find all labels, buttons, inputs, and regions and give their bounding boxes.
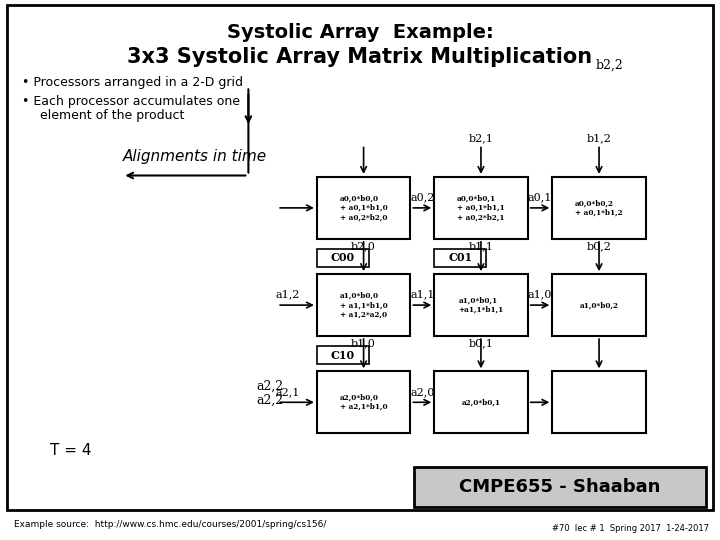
Text: a2,0: a2,0 xyxy=(410,387,434,397)
Bar xyxy=(414,467,706,507)
Text: a1,0*b0,2: a1,0*b0,2 xyxy=(580,301,618,309)
Text: a2,0*b0,1: a2,0*b0,1 xyxy=(462,399,500,406)
Bar xyxy=(552,177,646,239)
Text: a0,0*b0,2
+ a0,1*b1,2: a0,0*b0,2 + a0,1*b1,2 xyxy=(575,199,623,217)
Bar xyxy=(552,274,646,336)
Text: • Each processor accumulates one: • Each processor accumulates one xyxy=(22,95,240,108)
Text: a1,2: a1,2 xyxy=(276,289,300,300)
Text: a2,2: a2,2 xyxy=(256,380,284,393)
Text: b1,1: b1,1 xyxy=(469,241,493,251)
Text: b0,2: b0,2 xyxy=(587,241,611,251)
Bar xyxy=(317,248,369,267)
Text: Systolic Array  Example:: Systolic Array Example: xyxy=(227,23,493,42)
Text: 3x3 Systolic Array Matrix Multiplication: 3x3 Systolic Array Matrix Multiplication xyxy=(127,46,593,67)
Text: a2,0*b0,0
+ a2,1*b1,0: a2,0*b0,0 + a2,1*b1,0 xyxy=(340,394,387,411)
Bar xyxy=(317,177,410,239)
Text: • Processors arranged in a 2-D grid: • Processors arranged in a 2-D grid xyxy=(22,76,243,89)
Text: C00: C00 xyxy=(330,252,355,264)
Text: b2,2: b2,2 xyxy=(596,58,624,71)
Text: a0,1: a0,1 xyxy=(528,192,552,202)
Text: b0,1: b0,1 xyxy=(469,338,493,348)
Text: a1,0*b0,0
+ a1,1*b1,0
+ a1,2*a2,0: a1,0*b0,0 + a1,1*b1,0 + a1,2*a2,0 xyxy=(340,292,387,318)
Text: a1,0*b0,1
+a1,1*b1,1: a1,0*b0,1 +a1,1*b1,1 xyxy=(459,296,503,314)
Bar xyxy=(434,177,528,239)
Text: a2,1: a2,1 xyxy=(276,387,300,397)
Bar xyxy=(317,274,410,336)
Text: a0,0*b0,1
+ a0,1*b1,1
+ a0,2*b2,1: a0,0*b0,1 + a0,1*b1,1 + a0,2*b2,1 xyxy=(457,195,505,221)
Bar xyxy=(434,372,528,433)
Text: b2,1: b2,1 xyxy=(469,133,493,144)
Text: a0,0*b0,0
+ a0,1*b1,0
+ a0,2*b2,0: a0,0*b0,0 + a0,1*b1,0 + a0,2*b2,0 xyxy=(340,195,387,221)
Bar xyxy=(434,274,528,336)
Text: b2,0: b2,0 xyxy=(351,241,376,251)
Bar xyxy=(317,372,410,433)
Text: element of the product: element of the product xyxy=(40,109,184,122)
Text: b1,0: b1,0 xyxy=(351,338,376,348)
Bar xyxy=(552,372,646,433)
Bar xyxy=(434,248,486,267)
Text: T = 4: T = 4 xyxy=(50,443,92,458)
Text: b1,2: b1,2 xyxy=(587,133,611,144)
Text: Example source:  http://www.cs.hmc.edu/courses/2001/spring/cs156/: Example source: http://www.cs.hmc.edu/co… xyxy=(14,521,327,529)
Text: C10: C10 xyxy=(330,349,355,361)
Text: C01: C01 xyxy=(448,252,472,264)
Text: Alignments in time: Alignments in time xyxy=(122,149,266,164)
Text: a1,0: a1,0 xyxy=(528,289,552,300)
Text: CMPE655 - Shaaban: CMPE655 - Shaaban xyxy=(459,477,660,496)
Text: a1,1: a1,1 xyxy=(410,289,434,300)
Bar xyxy=(317,346,369,364)
Text: #70  lec # 1  Spring 2017  1-24-2017: #70 lec # 1 Spring 2017 1-24-2017 xyxy=(552,524,709,532)
Text: a0,2: a0,2 xyxy=(410,192,434,202)
Text: a2,2: a2,2 xyxy=(256,394,284,407)
